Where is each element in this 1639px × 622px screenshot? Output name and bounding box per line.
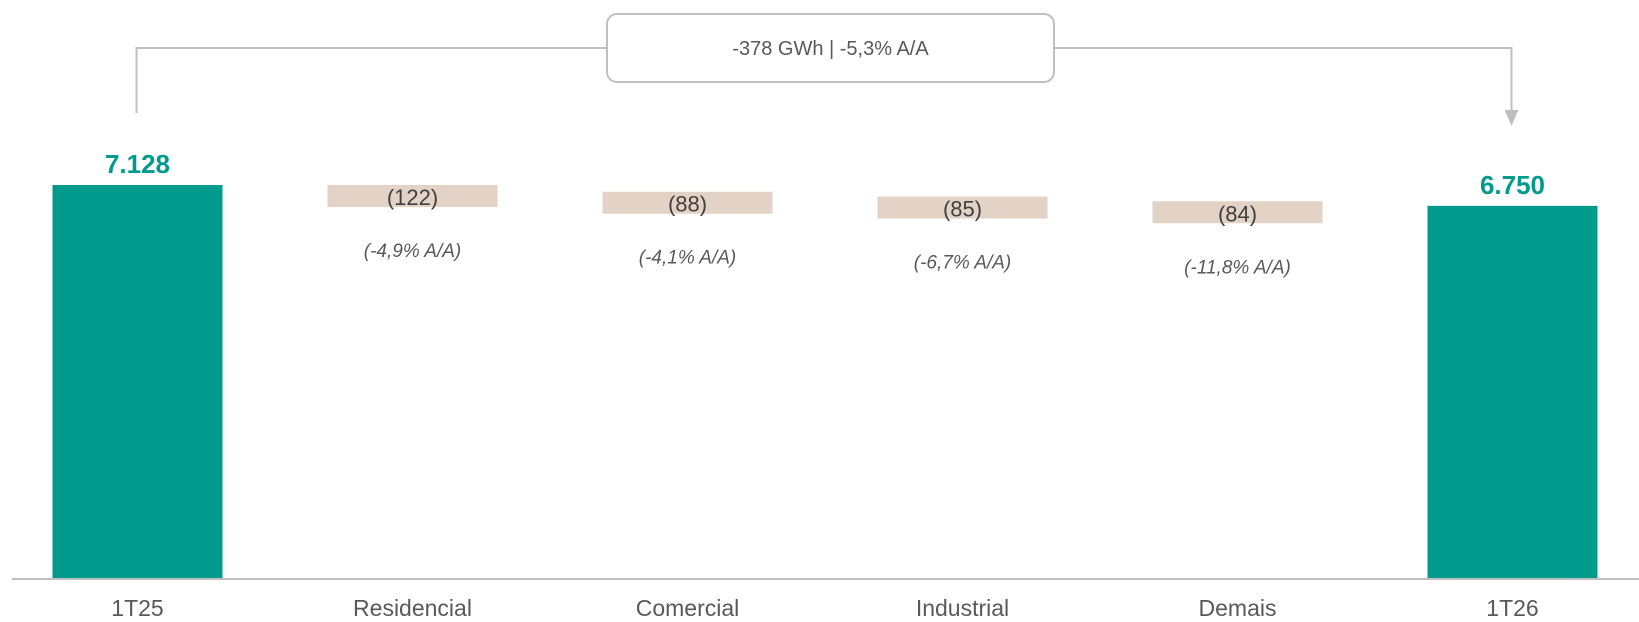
summary-label: -378 GWh | -5,3% A/A	[732, 38, 929, 60]
bar-comercial	[602, 191, 773, 214]
value-label-industrial: (85)	[943, 197, 982, 222]
connector-right-line	[1054, 47, 1513, 111]
value-label-1t25: 7.128	[105, 149, 170, 179]
value-label-comercial: (88)	[668, 192, 707, 217]
bar-1t25	[52, 185, 223, 578]
pct-label-residencial: (-4,9% A/A)	[364, 241, 462, 262]
x-tick-label-comercial: Comercial	[636, 595, 740, 621]
bar-residencial	[327, 185, 498, 207]
summary-box	[606, 13, 1055, 83]
summary-connector: -378 GWh | -5,3% A/A	[135, 13, 1519, 126]
bar-industrial	[877, 196, 1048, 219]
bar-demais	[1152, 201, 1323, 224]
labels-layer: 7.128 1T25 (122) (-4,9% A/A) Residencial (88)…	[105, 149, 1545, 621]
bar-1t26	[1427, 205, 1598, 578]
value-label-residencial: (122)	[387, 185, 438, 210]
x-tick-label-1t25: 1T25	[111, 595, 163, 621]
pct-label-comercial: (-4,1% A/A)	[639, 248, 737, 269]
value-label-demais: (84)	[1218, 201, 1257, 226]
value-label-1t26: 6.750	[1480, 170, 1545, 200]
x-tick-label-1t26: 1T26	[1486, 595, 1538, 621]
x-tick-label-residencial: Residencial	[353, 595, 472, 621]
bars-layer	[52, 185, 1598, 578]
x-tick-label-demais: Demais	[1199, 595, 1277, 621]
connector-left-line	[135, 47, 607, 113]
connector-arrow-head	[1504, 109, 1519, 126]
x-tick-label-industrial: Industrial	[916, 595, 1009, 621]
pct-label-demais: (-11,8% A/A)	[1184, 257, 1291, 278]
pct-label-industrial: (-6,7% A/A)	[914, 253, 1012, 274]
